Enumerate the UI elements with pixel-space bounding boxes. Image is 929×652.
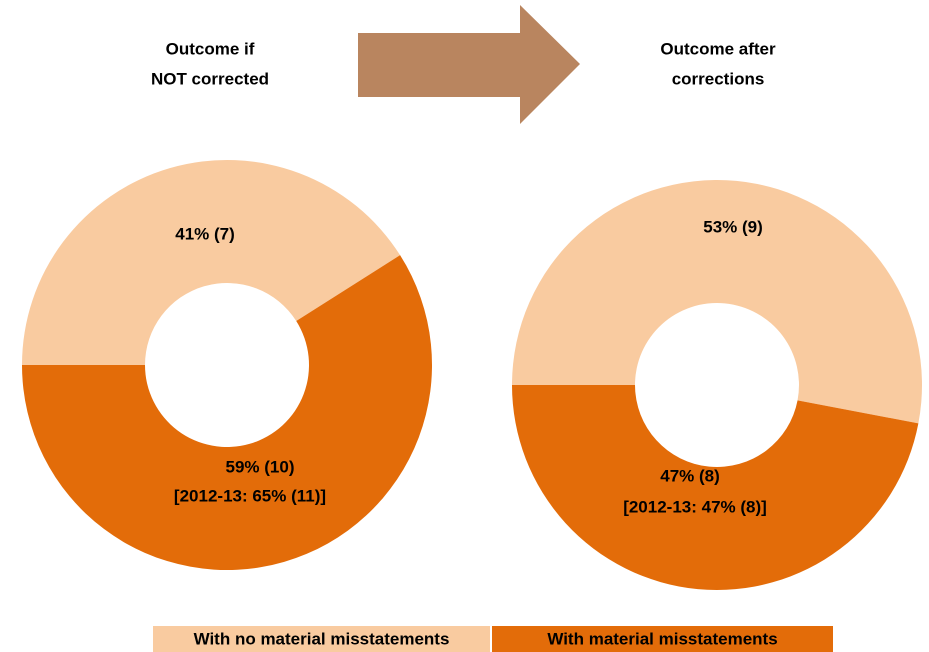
donut-segment [22, 255, 432, 571]
chart-title: corrections [672, 69, 765, 88]
legend-label: With material misstatements [547, 629, 777, 648]
donut-segment [22, 160, 401, 365]
value-label: 47% (8) [660, 466, 720, 485]
legend-swatch [492, 626, 833, 652]
value-label: 41% (7) [175, 224, 235, 243]
donut-segment [512, 180, 922, 424]
legend-swatch [153, 626, 490, 652]
value-label: 53% (9) [703, 217, 763, 236]
chart-title: NOT corrected [151, 69, 269, 88]
chart-title: Outcome after [660, 39, 776, 58]
value-label: 59% (10) [226, 457, 295, 476]
annotation: [2012-13: 65% (11)] [174, 486, 326, 505]
annotation: [2012-13: 47% (8)] [623, 497, 767, 516]
chart-title: Outcome if [166, 39, 255, 58]
arrow [358, 5, 580, 124]
legend-label: With no material misstatements [194, 629, 450, 648]
donut-segment [512, 385, 919, 591]
